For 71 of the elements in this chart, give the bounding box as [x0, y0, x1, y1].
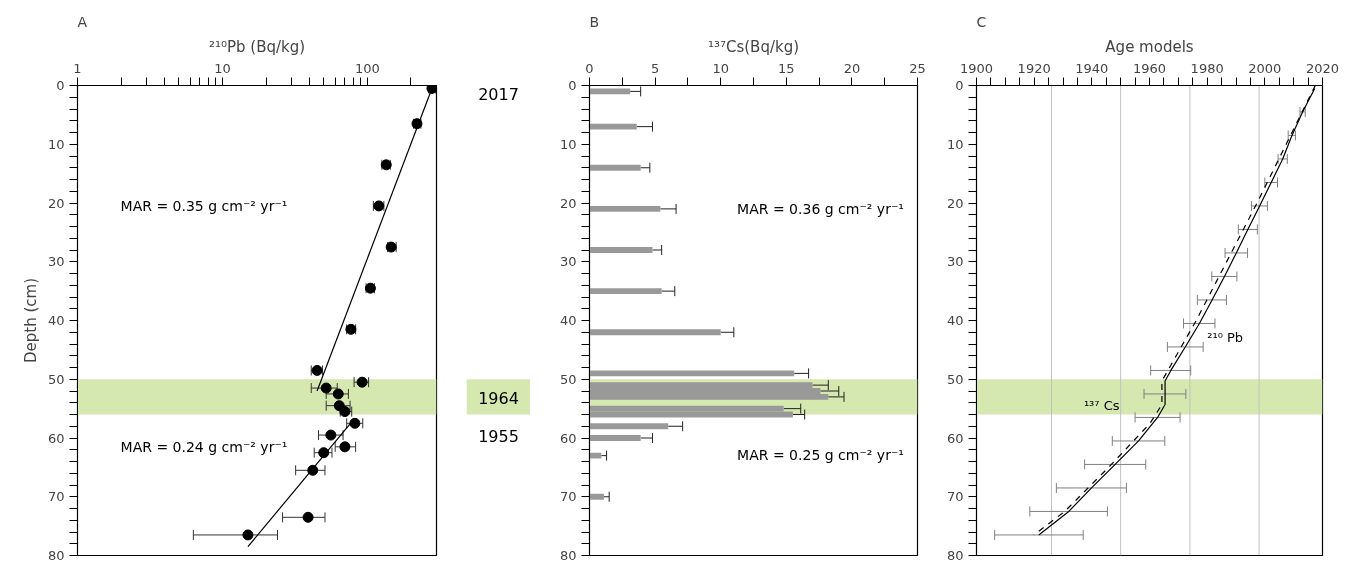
y-tick-label: 60	[47, 430, 65, 446]
series-label: ²¹⁰ Pb	[1207, 329, 1244, 345]
bar	[589, 370, 795, 377]
bar	[589, 452, 602, 459]
y-tick-label: 80	[946, 548, 964, 563]
bar	[589, 288, 662, 295]
y-tick-label: 30	[47, 254, 65, 270]
bar	[589, 435, 641, 441]
x-axis-title: ²¹⁰Pb (Bq/kg)	[208, 37, 306, 56]
y-tick-label: 10	[559, 136, 577, 152]
x-tick-label: 1960	[1132, 60, 1167, 76]
x-tick-label: 25	[909, 60, 926, 76]
chart-title: B	[589, 13, 600, 30]
x-tick-label: 1980	[1190, 60, 1224, 76]
chart-title: C	[976, 13, 987, 30]
y-tick-label: 10	[47, 136, 65, 152]
text: 1955	[478, 426, 519, 446]
y-tick-label: 20	[946, 195, 964, 211]
bar	[589, 164, 641, 171]
y-tick-label: 40	[559, 313, 577, 328]
y-tick-label: 60	[559, 430, 577, 446]
y-tick-label: 10	[946, 136, 964, 152]
y-tick-label: 20	[47, 195, 65, 211]
y-tick-label: 30	[946, 254, 964, 270]
text: ¹³⁷ Cs	[1083, 397, 1120, 413]
y-tick-label: 80	[559, 548, 577, 563]
chart-title: A	[77, 13, 88, 30]
x-tick-label: 15	[778, 60, 795, 76]
y-tick-label: 40	[47, 313, 65, 328]
annotation: MAR = 0.36 g cm⁻² yr⁻¹	[737, 201, 904, 218]
y-tick-label: 60	[946, 430, 964, 446]
y-tick-label: 40	[946, 313, 964, 328]
x-tick-label: 10	[214, 60, 231, 76]
x-tick-label: 1900	[959, 60, 994, 76]
annotation: MAR = 0.25 g cm⁻² yr⁻¹	[737, 446, 904, 463]
annotation: MAR = 0.24 g cm⁻² yr⁻¹	[120, 439, 288, 456]
y-tick-label: 50	[946, 371, 964, 387]
y-tick-label: 70	[47, 489, 65, 505]
x-tick-label: 10	[712, 60, 729, 76]
bar	[589, 247, 653, 253]
x-tick-label: 1	[73, 60, 82, 76]
x-tick-label: 1940	[1075, 60, 1109, 76]
y-tick-label: 50	[559, 371, 577, 387]
x-tick-label: 1920	[1017, 60, 1051, 76]
x-tick-label: 5	[650, 60, 660, 76]
x-tick-label: 2020	[1305, 60, 1340, 76]
bar	[589, 205, 661, 212]
x-tick-label: 2000	[1248, 60, 1282, 76]
x-tick-label: 20	[843, 60, 861, 76]
y-tick-label: 20	[559, 195, 577, 211]
y-tick-label: 70	[559, 489, 577, 505]
y-tick-label: 0	[56, 78, 65, 93]
y-axis-title: Depth (cm)	[21, 277, 40, 364]
text: 2017	[478, 85, 519, 105]
text: 1964	[478, 389, 519, 409]
y-tick-label: 80	[47, 548, 65, 563]
x-axis-title: Age models	[1105, 37, 1194, 56]
bar	[589, 423, 669, 430]
bar	[589, 123, 637, 130]
bar	[589, 329, 721, 336]
annotation: MAR = 0.35 g cm⁻² yr⁻¹	[120, 198, 288, 215]
x-tick-label: 100	[354, 60, 380, 76]
x-axis-title: ¹³⁷Cs(Bq/kg)	[707, 37, 800, 56]
bar	[589, 493, 604, 500]
y-tick-label: 50	[47, 371, 65, 387]
y-tick-label: 70	[946, 489, 964, 505]
bar	[589, 88, 631, 95]
y-tick-label: 0	[955, 78, 964, 93]
y-tick-label: 30	[559, 254, 577, 270]
x-tick-label: 0	[585, 60, 594, 76]
y-tick-label: 0	[568, 78, 577, 93]
